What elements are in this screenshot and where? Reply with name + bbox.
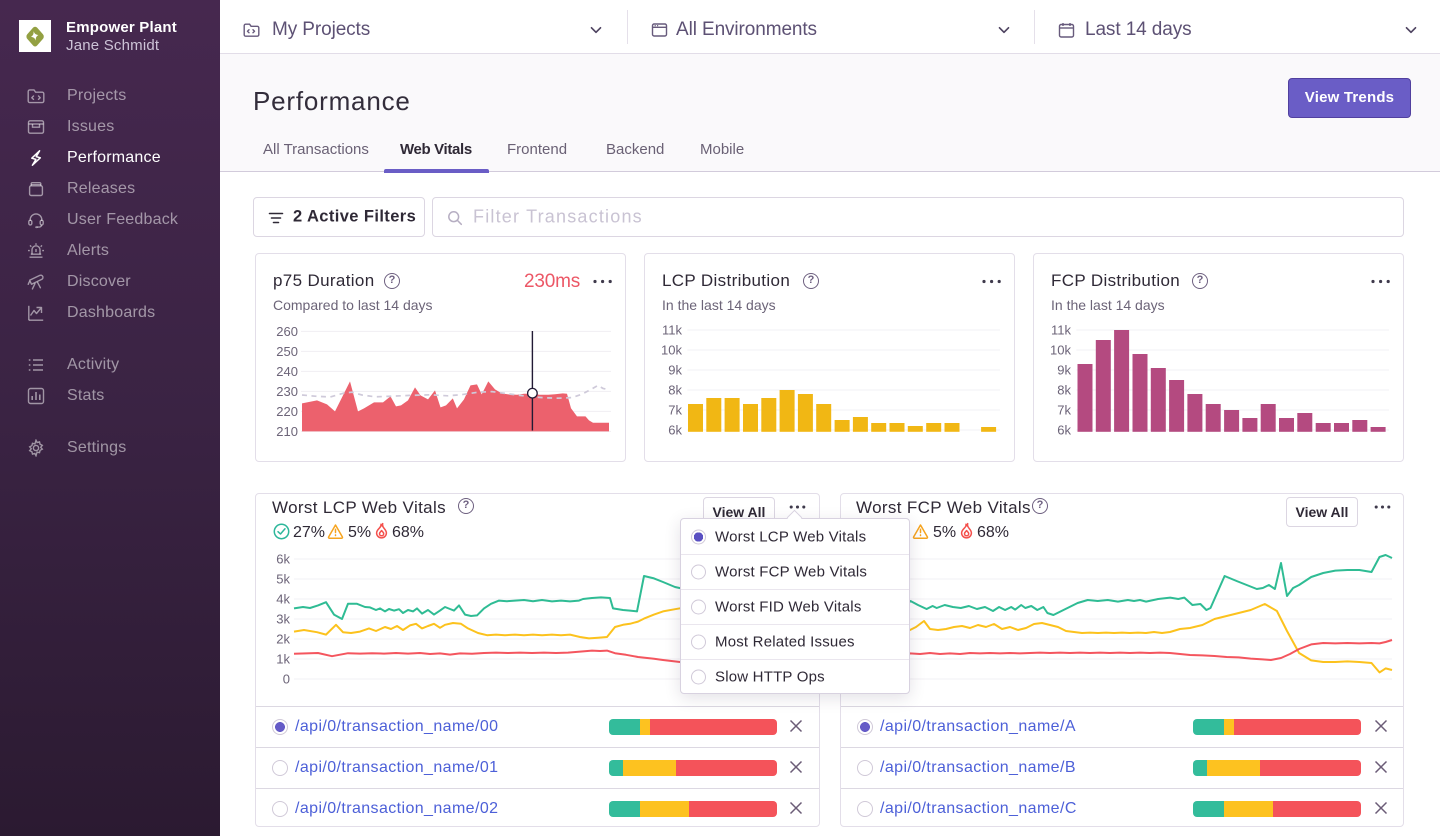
svg-text:2k: 2k — [276, 632, 290, 647]
svg-text:9k: 9k — [668, 363, 682, 378]
svg-text:8k: 8k — [668, 383, 682, 398]
svg-text:250: 250 — [276, 344, 298, 359]
svg-text:0: 0 — [283, 672, 290, 687]
svg-text:8k: 8k — [1057, 383, 1071, 398]
svg-text:6k: 6k — [1057, 423, 1071, 438]
svg-text:10k: 10k — [1050, 343, 1071, 358]
svg-text:210: 210 — [276, 424, 298, 439]
svg-text:4k: 4k — [276, 592, 290, 607]
svg-text:260: 260 — [276, 324, 298, 339]
svg-text:3k: 3k — [276, 612, 290, 627]
svg-text:1k: 1k — [276, 652, 290, 667]
svg-text:10k: 10k — [661, 343, 682, 358]
svg-text:6k: 6k — [276, 552, 290, 567]
svg-text:11k: 11k — [662, 323, 682, 338]
svg-text:230: 230 — [276, 384, 298, 399]
svg-text:11k: 11k — [1051, 323, 1071, 338]
svg-text:7k: 7k — [668, 403, 682, 418]
svg-text:6k: 6k — [668, 423, 682, 438]
svg-text:220: 220 — [276, 404, 298, 419]
svg-text:7k: 7k — [1057, 403, 1071, 418]
svg-text:9k: 9k — [1057, 363, 1071, 378]
svg-text:240: 240 — [276, 364, 298, 379]
svg-text:5k: 5k — [276, 572, 290, 587]
